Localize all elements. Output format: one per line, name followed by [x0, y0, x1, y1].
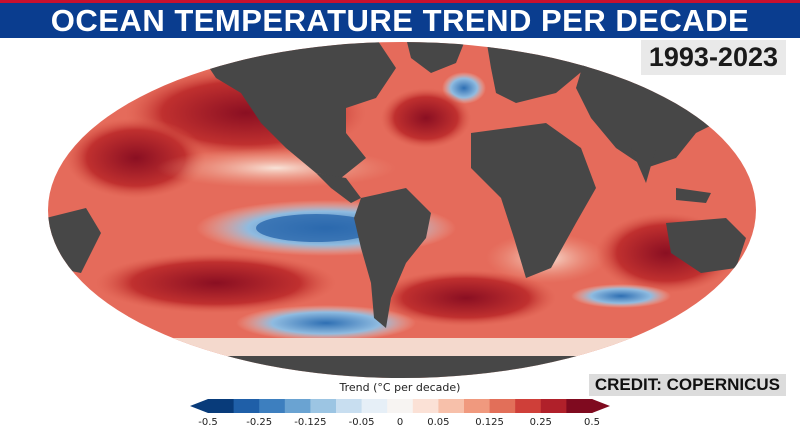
legend-tick-label: 0.25: [530, 417, 552, 428]
legend-swatch: [310, 399, 337, 413]
legend-swatch: [233, 399, 260, 413]
legend-arrow-max: [592, 399, 610, 413]
legend-swatch: [540, 399, 567, 413]
period-label: 1993-2023: [640, 40, 786, 75]
legend-swatch: [208, 399, 235, 413]
legend-swatch: [412, 399, 439, 413]
legend-tick-label: 0.5: [584, 417, 600, 428]
legend-tick-label: -0.25: [246, 417, 272, 428]
legend-tick-label: 0.05: [427, 417, 449, 428]
legend-swatch: [566, 399, 593, 413]
legend-swatch: [259, 399, 286, 413]
world-map: [46, 38, 758, 378]
legend-tick-label: -0.05: [349, 417, 375, 428]
legend-swatch: [284, 399, 311, 413]
legend-tick-label: 0: [397, 417, 403, 428]
legend-tick-label: 0.125: [475, 417, 504, 428]
map-title: OCEAN TEMPERATURE TREND PER DECADE: [50, 2, 750, 38]
legend-tick-label: -0.5: [198, 417, 218, 428]
legend-arrow-min: [190, 399, 208, 413]
credit-label: CREDIT: COPERNICUS: [588, 374, 786, 396]
legend-swatch: [438, 399, 465, 413]
legend-title: Trend (°C per decade): [339, 381, 461, 394]
title-banner: OCEAN TEMPERATURE TREND PER DECADE: [0, 0, 800, 38]
sea-temperature-field: [48, 42, 756, 378]
legend-swatch: [489, 399, 516, 413]
legend-swatch: [515, 399, 542, 413]
color-legend: -0.5 -0.25 -0.125 -0.05 0 0.05 0.125 0.25 0.5: [180, 396, 620, 430]
legend-tick-label: -0.125: [294, 417, 326, 428]
legend-swatch: [387, 399, 414, 413]
legend-swatch: [361, 399, 388, 413]
legend-swatch: [336, 399, 363, 413]
legend-swatch: [464, 399, 491, 413]
